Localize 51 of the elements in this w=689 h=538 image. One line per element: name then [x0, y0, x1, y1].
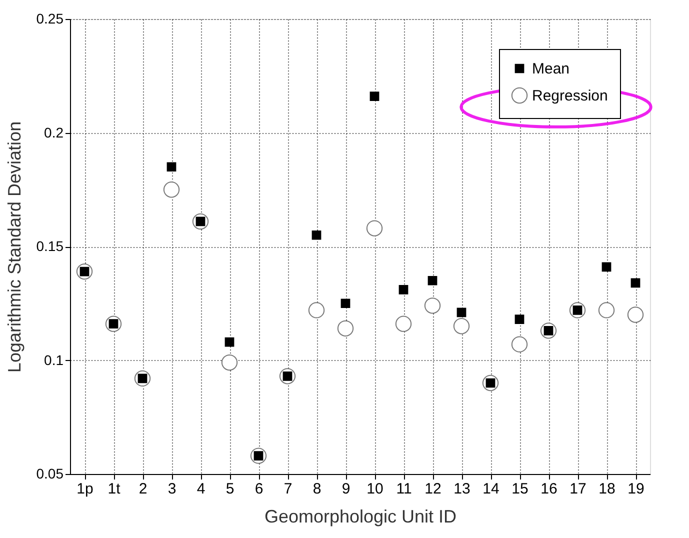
- x-tick-label: 18: [598, 480, 616, 498]
- x-tick-label: 19: [628, 480, 644, 498]
- point: [163, 182, 180, 198]
- point: [598, 302, 615, 318]
- point: [602, 262, 612, 272]
- x-tick-label: 16: [540, 480, 558, 498]
- point: [514, 314, 524, 324]
- x-tick-label: 8: [312, 480, 322, 498]
- x-tick-label: 9: [342, 480, 350, 498]
- x-tick-label: 13: [454, 480, 470, 498]
- x-tick-label: 17: [570, 480, 586, 498]
- point: [166, 162, 176, 172]
- y-tick-label: 0.05: [36, 466, 64, 482]
- point: [221, 354, 238, 371]
- x-tick-label: 1p: [76, 480, 94, 498]
- point: [312, 230, 322, 240]
- point: [456, 308, 466, 318]
- point: [453, 318, 470, 334]
- x-tick-label: 2: [138, 480, 148, 498]
- point: [224, 337, 234, 347]
- point: [424, 298, 441, 314]
- point: [428, 276, 438, 286]
- x-tick-label: 15: [512, 480, 528, 498]
- point: [398, 285, 408, 294]
- x-tick-label: 5: [226, 480, 234, 498]
- point: [627, 306, 644, 323]
- x-tick-label: 14: [482, 480, 500, 498]
- y-axis-title: Logarithmic Standard Deviation: [4, 121, 24, 373]
- y-tick-label: 0.1: [44, 352, 64, 368]
- point: [370, 92, 380, 102]
- x-tick-label: 4: [196, 480, 206, 498]
- point: [630, 278, 640, 288]
- x-tick-label: 1t: [108, 480, 122, 498]
- point: [337, 320, 354, 336]
- x-axis-title: Geomorphologic Unit ID: [264, 506, 457, 526]
- y-tick-label: 0.15: [36, 238, 64, 254]
- x-tick-label: 11: [396, 480, 412, 498]
- point: [308, 302, 325, 318]
- point: [395, 316, 412, 332]
- point: [366, 220, 383, 236]
- point: [511, 336, 528, 352]
- legend-label: Regression: [532, 88, 608, 104]
- y-tick-label: 0.25: [36, 10, 64, 26]
- x-tick-label: 10: [366, 480, 384, 498]
- x-tick-label: 7: [284, 480, 292, 498]
- x-tick-label: 3: [168, 480, 176, 498]
- legend-label: Mean: [532, 60, 570, 78]
- y-tick-label: 0.2: [44, 124, 64, 140]
- x-tick-label: 12: [424, 480, 442, 498]
- x-tick-label: 6: [254, 480, 264, 498]
- point: [340, 298, 350, 308]
